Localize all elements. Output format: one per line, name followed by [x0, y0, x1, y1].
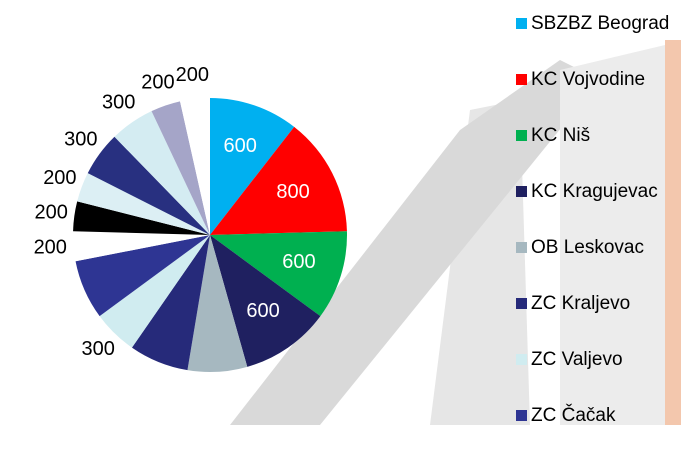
data-label: 200 — [34, 237, 67, 259]
data-label: 300 — [64, 128, 97, 150]
background-decor — [230, 40, 681, 425]
data-label: 200 — [176, 64, 209, 86]
pie-slice — [73, 201, 210, 235]
pie-slice — [210, 126, 347, 235]
legend-swatch — [516, 410, 527, 421]
pie-slice — [73, 231, 210, 262]
legend-label: ZC Čačak — [531, 405, 616, 426]
chart: 6008006006004004003004002002002003003002… — [34, 40, 681, 425]
pie-slice — [187, 235, 248, 372]
legend-label: SBZBZ Beograd — [531, 13, 670, 34]
pie-slice — [210, 235, 321, 367]
legend-swatch — [516, 354, 527, 365]
pie-slice — [99, 235, 210, 348]
pie-slice — [210, 98, 295, 235]
data-label: 200 — [141, 72, 174, 94]
legend-item: SBZBZ Beograd — [516, 8, 681, 64]
legend-swatch — [516, 186, 527, 197]
data-label: 200 — [43, 167, 76, 189]
pie-slice — [210, 231, 347, 317]
legend-item: ZC Valjevo — [516, 344, 681, 400]
data-label: 600 — [224, 135, 257, 157]
legend-item: ZC Kraljevo — [516, 288, 681, 344]
pie-slice — [180, 98, 210, 235]
data-label: 400 — [47, 288, 80, 310]
data-label: 600 — [282, 251, 315, 273]
data-label: 200 — [35, 201, 68, 223]
legend-item: ZC Čačak — [516, 400, 681, 456]
legend-swatch — [516, 74, 527, 85]
legend-label: OB Leskovac — [531, 237, 644, 258]
legend-label: KC Vojvodine — [531, 69, 646, 90]
data-label: 300 — [102, 92, 135, 114]
data-label: 800 — [276, 181, 309, 203]
legend-label: KC Kragujevac — [531, 181, 658, 202]
data-label: 400 — [133, 372, 166, 394]
legend-label: KC Niš — [531, 125, 591, 146]
legend-swatch — [516, 130, 527, 141]
data-label: 400 — [202, 383, 235, 405]
data-label: 300 — [82, 338, 115, 360]
pie-slice — [131, 235, 210, 371]
legend-item: KC Vojvodine — [516, 64, 681, 120]
page: 600 800 600 600 400 400 300 400 200 200 200 300 300 2… — [33, 13, 681, 426]
legend-label: ZC Valjevo — [531, 349, 623, 370]
legend-swatch — [516, 298, 527, 309]
pie-slice — [75, 235, 211, 317]
legend-swatch — [516, 242, 527, 253]
legend: SBZBZ Beograd KC Vojvodine KC Niš KC Kraguj… — [516, 8, 681, 456]
pie: 6008006006004004003004002002002003003002… — [34, 64, 347, 405]
pie-slice — [151, 101, 210, 236]
legend-item: OB Leskovac — [516, 232, 681, 288]
pie-slice — [114, 111, 210, 235]
pie-slice — [87, 136, 210, 235]
legend-item: KC Kragujevac — [516, 176, 681, 232]
legend-label: ZC Kraljevo — [531, 293, 631, 314]
legend-swatch — [516, 18, 527, 29]
legend-item: KC Niš — [516, 120, 681, 176]
pie-slice — [77, 173, 210, 235]
data-label: 600 — [246, 300, 279, 322]
